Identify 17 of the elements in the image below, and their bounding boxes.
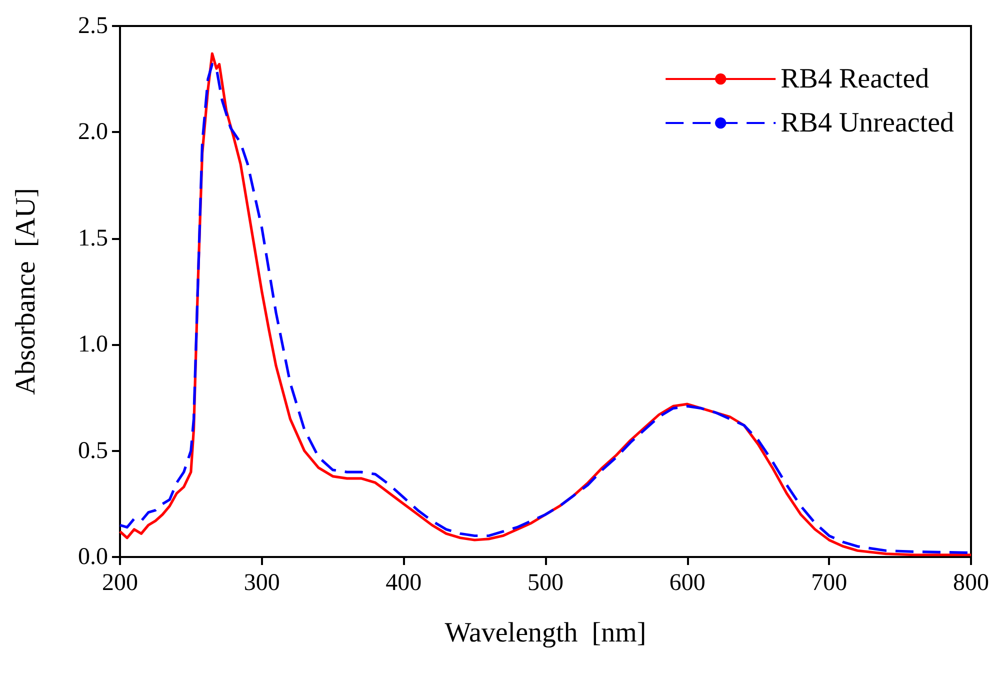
x-axis-title: Wavelength [nm] bbox=[444, 618, 646, 648]
y-tick-label: 0.5 bbox=[78, 438, 108, 464]
y-tick-label: 0.0 bbox=[78, 544, 108, 570]
x-tick-label: 700 bbox=[811, 570, 848, 596]
legend-label: RB4 Reacted bbox=[780, 64, 930, 94]
x-tick-label: 200 bbox=[102, 570, 138, 596]
x-tick-label: 300 bbox=[244, 570, 280, 596]
x-tick-label: 500 bbox=[528, 570, 564, 596]
x-tick-label: 600 bbox=[669, 570, 706, 596]
y-axis-title: Absorbance [AU] bbox=[10, 188, 42, 395]
y-tick-label: 2.5 bbox=[78, 13, 108, 39]
x-tick-label: 400 bbox=[386, 570, 422, 596]
y-tick-label: 2.0 bbox=[78, 119, 108, 146]
y-tick-label: 1.5 bbox=[78, 225, 108, 252]
x-tick-label: 800 bbox=[953, 570, 989, 596]
legend-label: RB4 Unreacted bbox=[780, 108, 954, 138]
y-tick-label: 1.0 bbox=[78, 332, 108, 358]
